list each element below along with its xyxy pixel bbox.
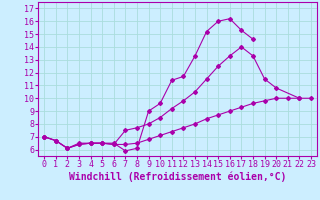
X-axis label: Windchill (Refroidissement éolien,°C): Windchill (Refroidissement éolien,°C): [69, 172, 286, 182]
